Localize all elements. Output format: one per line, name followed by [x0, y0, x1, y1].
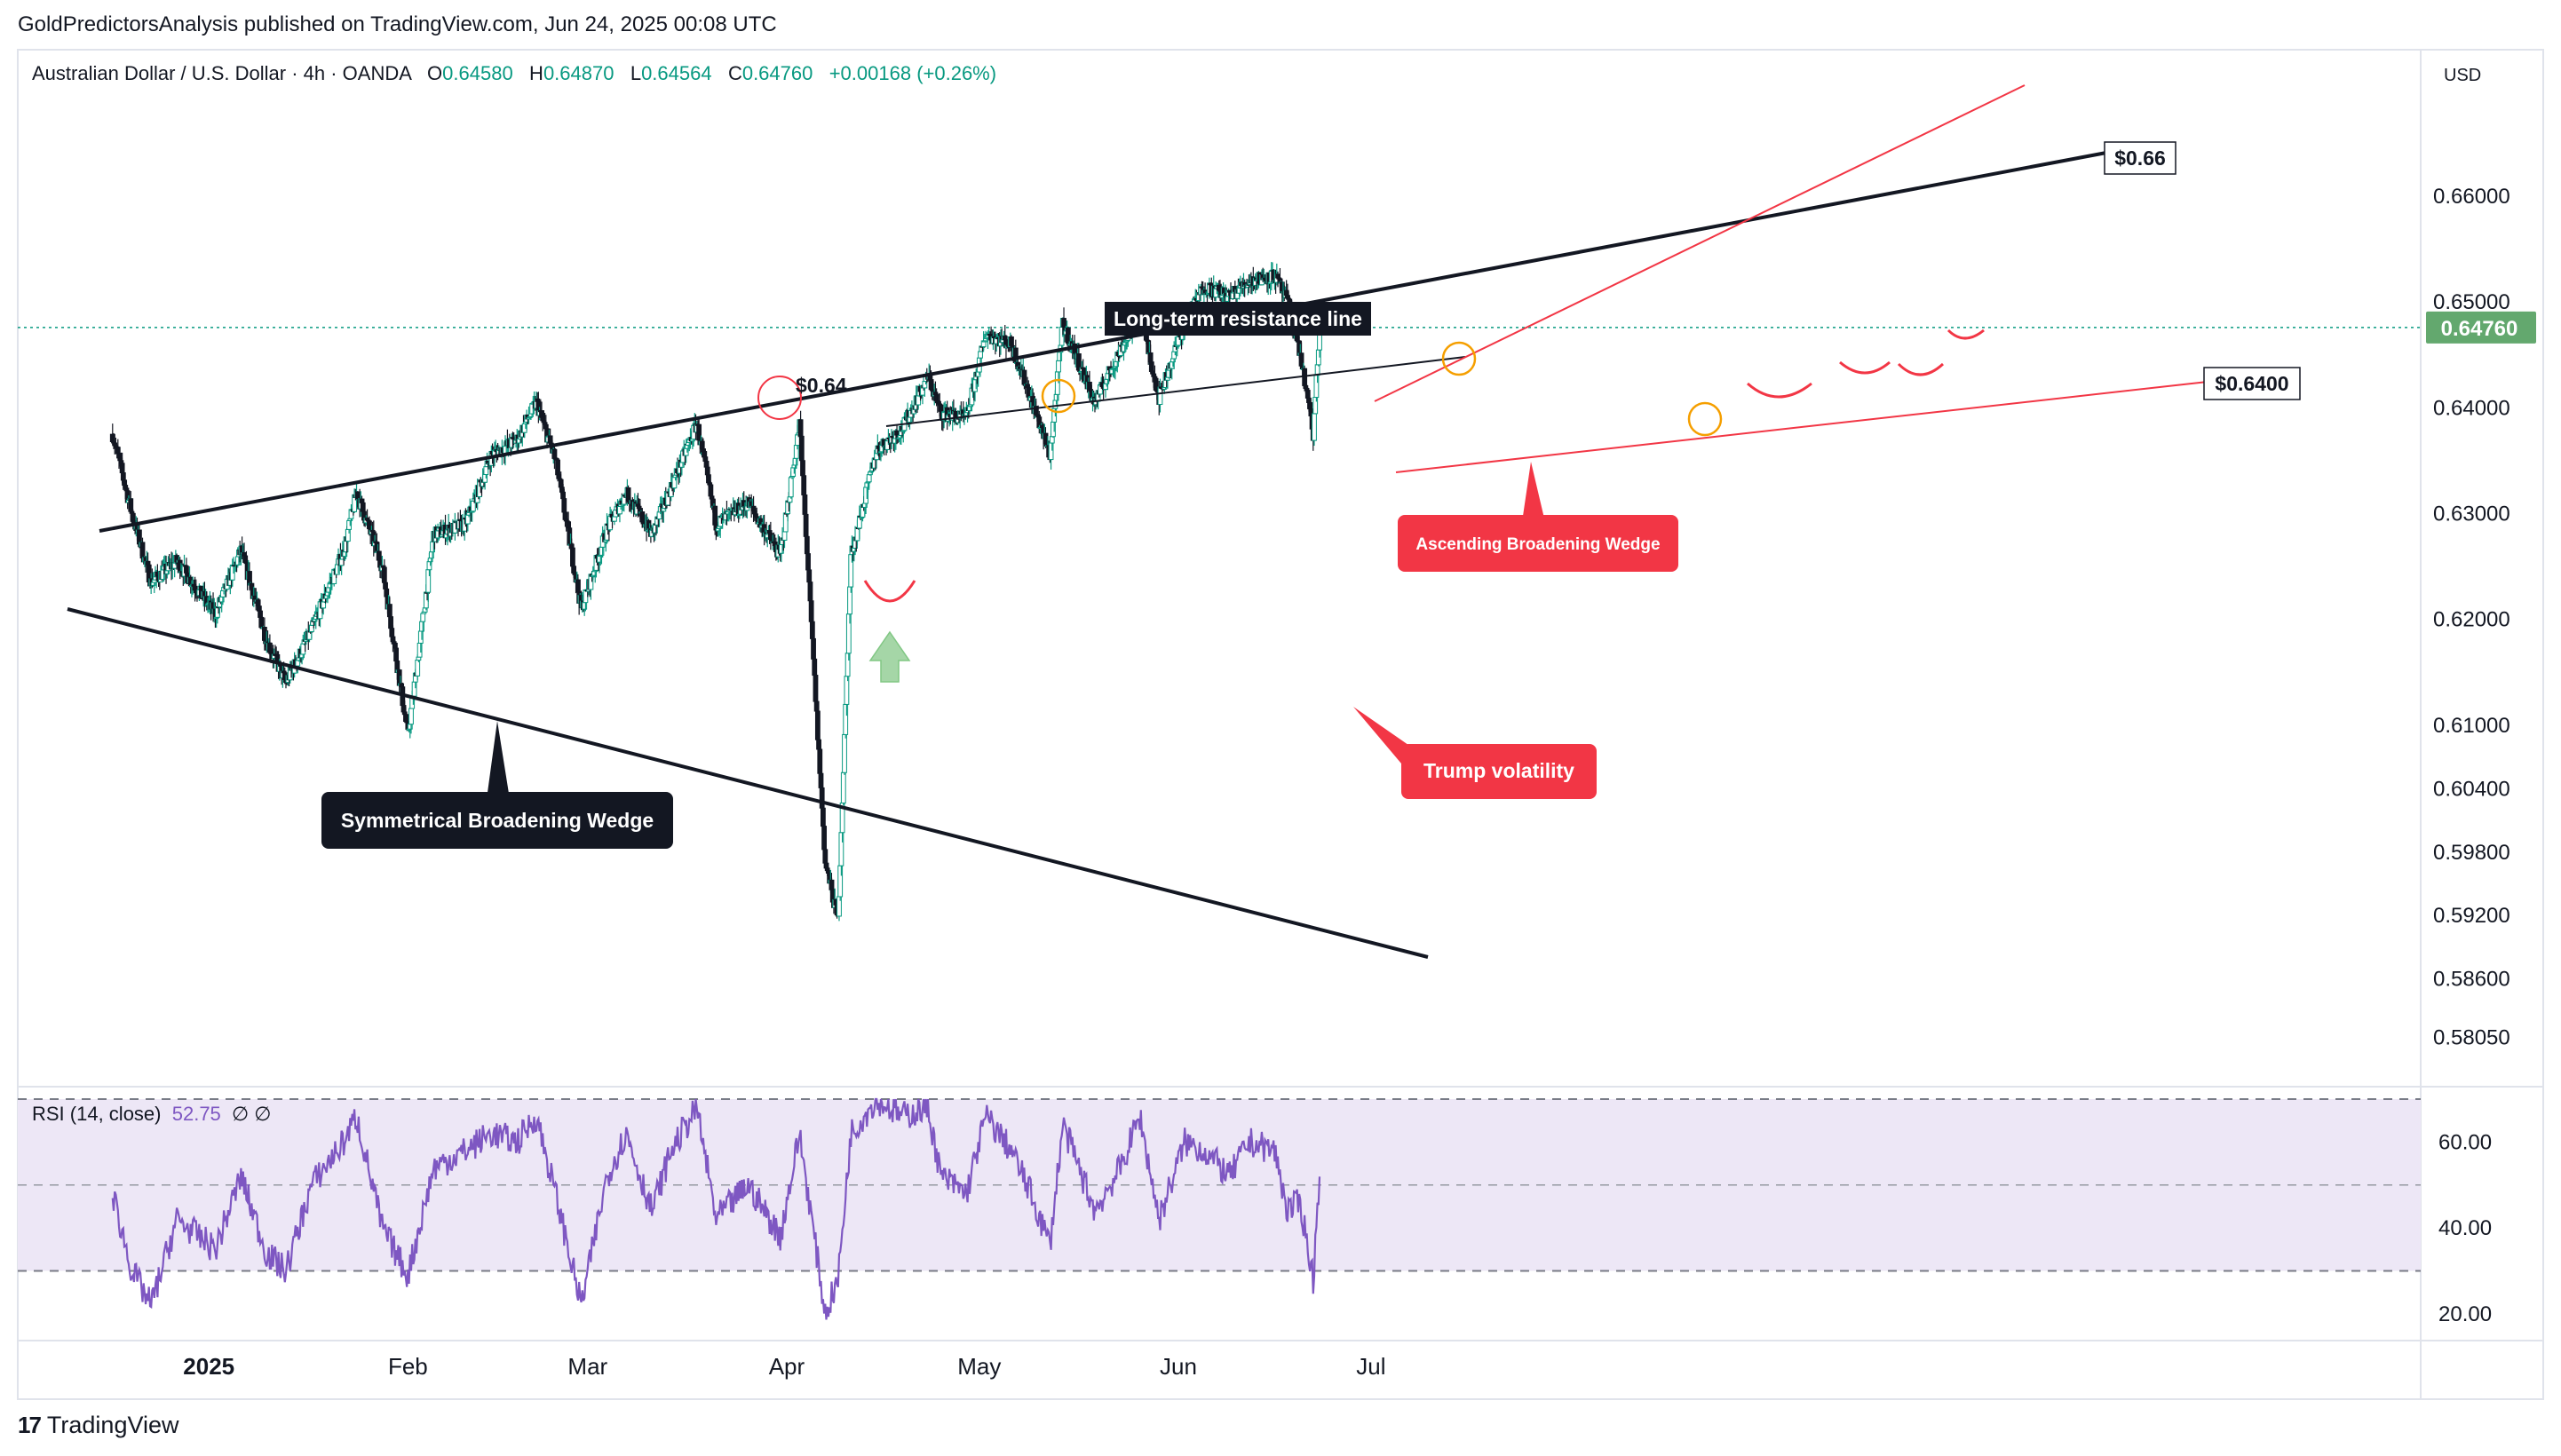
level-066-label: $0.66 [2114, 146, 2166, 170]
price-tick-label: 0.66000 [2433, 185, 2510, 209]
price-tick-label: 0.58050 [2433, 1025, 2510, 1049]
rsi-tick-label: 20.00 [2438, 1302, 2492, 1326]
price-tick-label: 0.59800 [2433, 841, 2510, 865]
time-tick-label: May [957, 1353, 1001, 1380]
ascending-wedge-label: Ascending Broadening Wedge [1415, 535, 1660, 554]
price-tick-label: 0.62000 [2433, 608, 2510, 632]
time-tick-label: Jun [1160, 1353, 1197, 1380]
symbol-legend[interactable]: Australian Dollar / U.S. Dollar · 4h · O… [32, 62, 996, 85]
price-tick-label: 0.65000 [2433, 290, 2510, 314]
bottom-arc-marker [1839, 360, 1891, 375]
last-price-value: 0.64760 [2441, 317, 2518, 341]
price-tick-label: 0.64000 [2433, 396, 2510, 420]
trump-volatility-label: Trump volatility [1423, 759, 1574, 782]
rsi-extra-values: ∅ ∅ [232, 1103, 272, 1125]
open-label: O [427, 62, 443, 84]
ascending-wedge-lower-line [1395, 381, 2208, 473]
candle [814, 709, 821, 742]
trump-volatility-callout-pointer [1353, 707, 1417, 764]
rsi-line [111, 1097, 1321, 1320]
symmetrical-wedge-upper-line [99, 151, 2107, 533]
level-06400-label: $0.6400 [2215, 372, 2288, 395]
price-tick-label: 0.60400 [2433, 777, 2510, 801]
resistance-line-label: Long-term resistance line [1114, 307, 1362, 330]
symmetrical-wedge-callout-pointer [487, 721, 510, 799]
price-tick-label: 0.63000 [2433, 502, 2510, 526]
symbol-name[interactable]: Australian Dollar / U.S. Dollar · 4h · O… [32, 62, 411, 84]
ascending-wedge-callout-pointer [1522, 462, 1545, 522]
tradingview-logo[interactable]: 17 TradingView [18, 1412, 179, 1439]
ascending-wedge-callout-box [1398, 515, 1678, 572]
time-tick-label: Feb [388, 1353, 428, 1380]
tradingview-logo-icon: 17 [18, 1412, 42, 1438]
ascending-wedge-upper-line [1374, 84, 2026, 402]
resistance-touch-circle [757, 376, 802, 420]
low-value: 0.64564 [641, 62, 712, 84]
resistance-line-label-box [1105, 302, 1371, 336]
resistance-touch-circle [1041, 378, 1076, 414]
high-value: 0.64870 [543, 62, 614, 84]
trump-volatility-callout-box [1401, 744, 1597, 799]
price-tick-label: 0.59200 [2433, 904, 2510, 928]
symmetrical-wedge-callout-box [321, 792, 673, 849]
long-term-resistance-line [885, 356, 1466, 427]
bottom-arc-marker [1897, 362, 1945, 376]
low-label: L [630, 62, 642, 84]
support-touch-circle [1687, 401, 1723, 437]
level-066-label-box [2104, 141, 2176, 175]
time-tick-label: Jul [1356, 1353, 1385, 1380]
last-price-badge [2426, 311, 2536, 344]
rsi-tick-label: 40.00 [2438, 1216, 2492, 1240]
rsi-tick-label: 60.00 [2438, 1130, 2492, 1154]
time-axis[interactable]: 2025 Feb Mar Apr May Jun Jul [183, 1353, 1385, 1380]
level-064-label: $0.64 [796, 374, 847, 397]
currency-label[interactable]: USD [2444, 66, 2482, 85]
rsi-legend[interactable]: RSI (14, close) 52.75 ∅ ∅ [32, 1103, 271, 1126]
rsi-axis[interactable]: 60.00 40.00 20.00 [2438, 1130, 2492, 1325]
bottom-arc-marker [863, 580, 916, 603]
high-label: H [529, 62, 543, 84]
candle [819, 785, 825, 810]
price-tick-label: 0.61000 [2433, 714, 2510, 738]
level-06400-label-box [2203, 367, 2301, 400]
tradingview-brand: TradingView [46, 1412, 179, 1438]
change-value: +0.00168 (+0.26%) [829, 62, 997, 84]
time-tick-label: 2025 [183, 1353, 234, 1380]
candle [381, 558, 387, 584]
open-value: 0.64580 [442, 62, 513, 84]
rsi-label[interactable]: RSI (14, close) [32, 1103, 162, 1125]
price-axis[interactable]: 0.66000 0.65000 0.64000 0.63000 0.62000 0.610… [2433, 185, 2510, 1049]
price-tick-label: 0.58600 [2433, 968, 2510, 992]
main-pane-frame [17, 49, 2544, 1400]
bottom-arc-marker [1747, 382, 1812, 399]
time-tick-label: Mar [567, 1353, 607, 1380]
symmetrical-wedge-label: Symmetrical Broadening Wedge [341, 809, 654, 832]
resistance-touch-circle [1441, 341, 1477, 376]
close-label: C [727, 62, 742, 84]
close-value: 0.64760 [741, 62, 813, 84]
publisher-line: GoldPredictorsAnalysis published on Trad… [18, 12, 777, 36]
candlestick-series [109, 262, 1322, 922]
rsi-value: 52.75 [171, 1103, 221, 1125]
green-up-arrow-icon [868, 630, 911, 683]
symmetrical-wedge-lower-line [67, 607, 1429, 959]
bottom-arc-marker [1947, 328, 1985, 340]
time-tick-label: Apr [769, 1353, 805, 1380]
